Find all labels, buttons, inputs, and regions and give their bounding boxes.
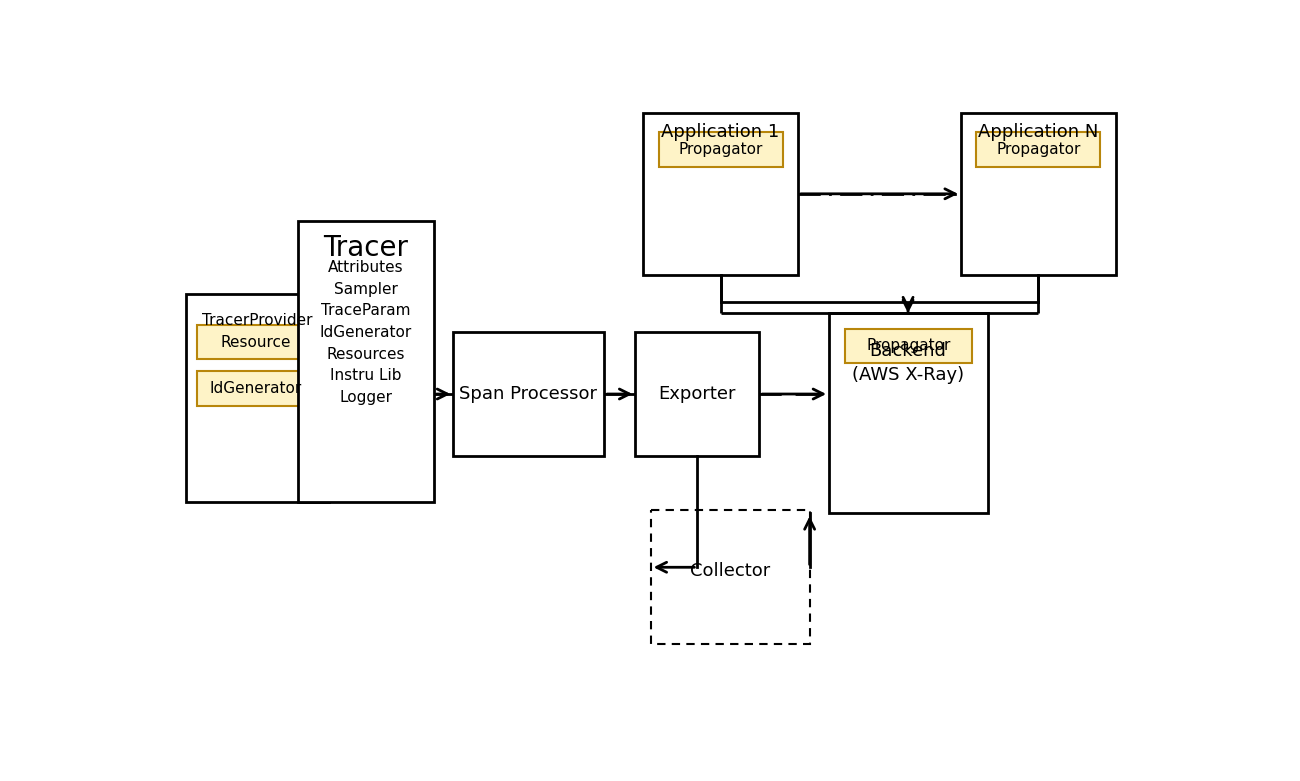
Text: Application 1: Application 1	[662, 123, 780, 141]
Text: Backend
(AWS X-Ray): Backend (AWS X-Ray)	[852, 342, 965, 384]
Bar	[651, 509, 810, 644]
Bar	[845, 329, 972, 363]
Text: Propagator: Propagator	[679, 142, 763, 157]
Bar	[659, 132, 783, 167]
Text: Application N: Application N	[978, 123, 1098, 141]
Bar	[976, 132, 1100, 167]
Bar	[829, 313, 988, 513]
Bar	[198, 371, 313, 405]
Text: Tracer: Tracer	[322, 234, 408, 262]
Bar	[454, 333, 604, 455]
Text: Exporter: Exporter	[659, 385, 736, 403]
Text: Collector: Collector	[690, 562, 770, 580]
Bar	[198, 325, 313, 359]
Text: Propagator: Propagator	[996, 142, 1080, 157]
Text: Span Processor: Span Processor	[459, 385, 597, 403]
Text: Attributes
Sampler
TraceParam
IdGenerator
Resources
Instru Lib
Logger: Attributes Sampler TraceParam IdGenerato…	[320, 260, 412, 405]
Text: Resource: Resource	[220, 334, 291, 350]
Bar	[644, 113, 798, 275]
Bar	[186, 294, 329, 502]
Text: Propagator: Propagator	[866, 338, 950, 353]
Text: IdGenerator: IdGenerator	[209, 381, 302, 396]
Bar	[636, 333, 759, 455]
Text: TracerProvider: TracerProvider	[202, 313, 312, 328]
Bar	[298, 221, 434, 502]
Bar	[961, 113, 1115, 275]
